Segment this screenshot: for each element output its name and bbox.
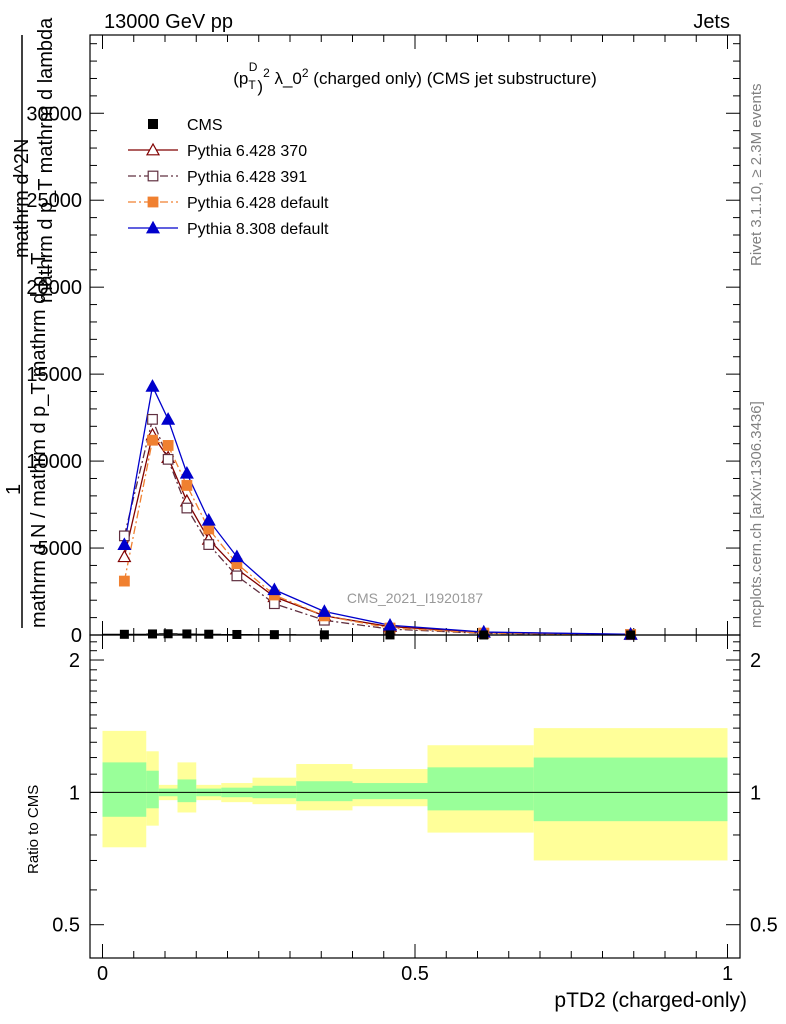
x-tick-label: 1 — [722, 963, 733, 985]
process-label: Jets — [693, 11, 730, 33]
ratio-y-tick-label-left: 1 — [69, 782, 80, 804]
legend-cms-marker — [148, 119, 158, 129]
y-tick-label: 20000 — [26, 277, 82, 299]
y-tick-label: 30000 — [26, 103, 82, 125]
plot-title: (pTD)2 λ_02 (charged only) (CMS jet subs… — [233, 60, 596, 96]
ratio-band-green-3 — [177, 779, 197, 803]
series-1-point — [162, 453, 174, 465]
series-0-point — [117, 549, 132, 563]
ratio-band-green-1 — [146, 770, 159, 809]
series-3-point — [267, 582, 282, 596]
series-2-point — [162, 440, 174, 451]
series-3-point — [382, 618, 398, 631]
ratio-y-label: Ratio to CMS — [25, 785, 42, 874]
legend-marker-3 — [145, 220, 161, 234]
rivet-label: Rivet 3.1.10, ≥ 2.3M events — [748, 84, 765, 267]
cms-point — [182, 629, 192, 639]
y-tick-label: 0 — [71, 625, 82, 647]
series-2-point — [118, 575, 130, 587]
y-tick-label: 15000 — [26, 364, 82, 386]
ratio-y-tick-label-left: 0.5 — [52, 915, 80, 937]
cms-point — [204, 629, 214, 639]
ratio-band-green-10 — [533, 757, 728, 822]
series-3-point — [201, 512, 216, 526]
series-3-point — [145, 379, 160, 392]
ratio-band-green-0 — [102, 762, 147, 817]
energy-label: 13000 GeV pp — [104, 11, 233, 33]
legend-marker-0 — [145, 142, 161, 156]
legend-label-0: Pythia 6.428 370 — [187, 143, 307, 160]
series-line-2 — [123, 439, 631, 636]
x-axis-label: pTD2 (charged-only) — [554, 989, 747, 1012]
legend-label-3: Pythia 8.308 default — [187, 221, 329, 238]
series-1-point — [181, 502, 193, 514]
ratio-y-tick-label-right: 2 — [750, 650, 761, 672]
legend-label-1: Pythia 6.428 391 — [187, 169, 307, 186]
y-label-frac-denominator: mathrm d p_T mathrm d lambda — [35, 17, 57, 303]
x-tick-label: 0.5 — [401, 963, 429, 985]
cms-point — [148, 629, 157, 639]
series-3-point — [317, 604, 332, 617]
analysis-watermark: CMS_2021_I1920187 — [347, 590, 483, 606]
ratio-plot: 0 0.5 1 0.5 0.5 1 1 2 2 — [52, 634, 778, 985]
ratio-y-tick-label-right: 1 — [750, 782, 761, 804]
series-3-point — [179, 466, 194, 479]
series-3-point — [117, 537, 132, 550]
legend-cms-label: CMS — [187, 117, 223, 134]
y-label-one: 1 — [3, 484, 25, 495]
series-2-point — [147, 434, 158, 446]
ratio-band-green-8 — [352, 783, 428, 800]
x-tick-label: 0 — [97, 963, 108, 985]
ratio-band-green-9 — [427, 767, 534, 811]
series-1-point — [203, 539, 215, 550]
y-axis-label: mathrm d^2N mathrm d p_T mathrm d lambda… — [3, 17, 57, 628]
y-tick-label: 10000 — [26, 451, 82, 473]
ratio-y-tick-label-left: 2 — [69, 650, 80, 672]
legend-label-2: Pythia 6.428 default — [187, 195, 329, 212]
legend-marker-1 — [147, 170, 159, 182]
series-1-point — [147, 413, 158, 425]
series-2-point — [181, 480, 193, 491]
y-tick-label: 5000 — [38, 538, 83, 560]
ratio-y-tick-label-right: 0.5 — [750, 915, 778, 937]
series-1-point — [231, 570, 243, 582]
ratio-band-green-7 — [296, 781, 353, 802]
legend: CMS Pythia 6.428 370 Pythia 6.428 391 Pythi… — [128, 117, 329, 238]
series-3-point — [229, 549, 244, 563]
cms-point — [119, 629, 129, 639]
mcplots-label: mcplots.cern.ch [arXiv:1306.3436] — [748, 401, 765, 628]
legend-marker-2 — [147, 196, 159, 208]
series-3-point — [161, 412, 176, 425]
y-tick-label: 25000 — [26, 190, 82, 212]
cms-point — [163, 629, 173, 639]
main-plot: 0 5000 10000 15000 20000 25000 30000 — [26, 34, 741, 647]
y-label-denominator: mathrm d N / mathrm d p_T mathrm d p_T — [28, 253, 50, 628]
